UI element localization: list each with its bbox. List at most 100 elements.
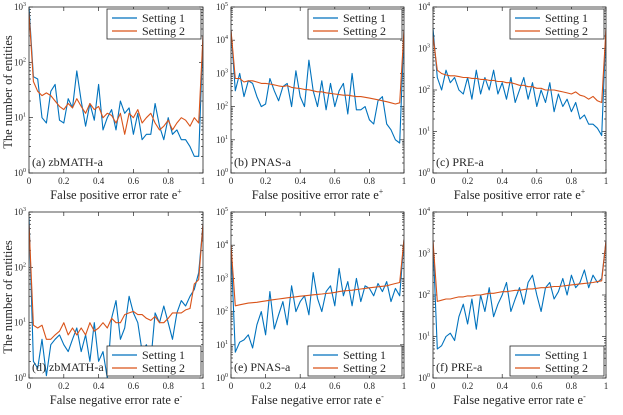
x-tick-label: 0	[431, 176, 436, 186]
y-tick-exponent: 5	[225, 207, 228, 213]
y-tick-base: 10	[216, 307, 226, 317]
x-tick-label: 0	[229, 381, 234, 391]
y-tick-exponent: 0	[23, 373, 26, 379]
y-tick-exponent: 0	[427, 168, 430, 174]
y-tick-base: 10	[418, 373, 428, 383]
x-tick-label: 0.8	[364, 381, 376, 391]
x-tick-label: 1	[402, 381, 407, 391]
y-tick-label: 100	[418, 168, 430, 178]
y-tick-exponent: 0	[23, 168, 26, 174]
y-tick-base: 10	[418, 2, 428, 12]
y-tick-base: 10	[216, 2, 226, 12]
x-tick-label: 0.8	[566, 176, 578, 186]
y-tick-base: 10	[14, 2, 24, 12]
x-tick-label: 0.8	[163, 176, 175, 186]
y-tick-label: 103	[216, 273, 228, 283]
y-tick-base: 10	[216, 240, 226, 250]
y-tick-exponent: 0	[225, 168, 228, 174]
legend-entry: Setting 1	[343, 11, 386, 25]
y-tick-base: 10	[418, 249, 428, 259]
x-tick-label: 1	[402, 176, 407, 186]
y-tick-label: 101	[14, 113, 26, 123]
series-line-2	[231, 30, 404, 105]
y-tick-base: 10	[418, 168, 428, 178]
y-tick-label: 101	[216, 135, 228, 145]
panel-label: (e) PNAS-a	[234, 360, 291, 374]
y-tick-base: 10	[418, 290, 428, 300]
y-tick-base: 10	[14, 168, 24, 178]
y-tick-exponent: 1	[225, 135, 228, 141]
x-axis-label-text: False positive error rate e	[252, 188, 379, 202]
legend-box	[106, 345, 202, 377]
y-tick-label: 101	[14, 318, 26, 328]
legend-entry: Setting 1	[142, 11, 185, 25]
x-axis-label-superscript: +	[379, 187, 384, 196]
legend-entry: Setting 2	[343, 361, 386, 375]
x-tick-label: 0.6	[531, 176, 543, 186]
axes-frame	[28, 6, 204, 174]
x-axis-label-text: False positive error rate e	[454, 188, 581, 202]
x-tick-label: 0.2	[260, 176, 271, 186]
x-tick-label: 0.2	[58, 176, 69, 186]
y-tick-exponent: 1	[427, 127, 430, 133]
axes-frame	[230, 211, 405, 379]
y-tick-base: 10	[216, 135, 226, 145]
y-tick-label: 102	[216, 307, 228, 317]
x-tick-label: 0	[27, 176, 32, 186]
y-axis-label-top: The number of entities	[1, 35, 15, 149]
y-tick-label: 105	[216, 207, 228, 217]
x-tick-label: 1	[604, 381, 609, 391]
y-tick-base: 10	[14, 373, 24, 383]
x-axis-label: False positive error rate e+	[50, 187, 182, 202]
y-tick-exponent: 4	[427, 2, 430, 8]
y-tick-label: 102	[14, 57, 26, 67]
y-tick-exponent: 3	[23, 207, 26, 213]
y-tick-label: 103	[14, 2, 26, 12]
series-line-2	[433, 240, 606, 302]
y-tick-exponent: 4	[225, 240, 228, 246]
y-tick-exponent: 5	[225, 2, 228, 8]
y-tick-label: 104	[216, 35, 228, 45]
y-tick-label: 104	[216, 240, 228, 250]
y-axis-label-bottom: The number of entities	[1, 240, 15, 354]
y-tick-base: 10	[418, 332, 428, 342]
legend-entry: Setting 1	[545, 348, 588, 362]
x-axis-label: False negative error rate e-	[251, 392, 384, 407]
y-tick-label: 103	[418, 249, 430, 259]
x-tick-label: 0.4	[497, 381, 509, 391]
y-tick-label: 102	[418, 85, 430, 95]
y-tick-base: 10	[418, 207, 428, 217]
x-tick-label: 0.8	[566, 381, 578, 391]
y-tick-exponent: 3	[427, 44, 430, 50]
y-tick-base: 10	[14, 207, 24, 217]
legend-box	[509, 8, 605, 40]
legend-entry: Setting 2	[343, 24, 386, 38]
y-tick-exponent: 3	[225, 273, 228, 279]
panel-label: (f) PRE-a	[436, 360, 483, 374]
x-tick-label: 0.6	[329, 176, 341, 186]
axes-frame	[432, 6, 607, 174]
x-axis-label-text: False positive error rate e	[50, 188, 177, 202]
x-axis-label-superscript: +	[581, 187, 586, 196]
panel-label: (b) PNAS-a	[234, 155, 292, 169]
x-tick-label: 0.4	[295, 381, 307, 391]
y-tick-label: 103	[14, 207, 26, 217]
x-axis-label-superscript: -	[583, 392, 586, 401]
x-tick-label: 0.2	[260, 381, 271, 391]
legend-box	[509, 345, 605, 377]
x-tick-label: 0.6	[128, 176, 140, 186]
y-tick-exponent: 1	[23, 113, 26, 119]
x-tick-label: 0.2	[462, 381, 473, 391]
x-axis-label: False negative error rate e-	[453, 392, 586, 407]
y-tick-exponent: 0	[427, 373, 430, 379]
x-tick-label: 0.6	[531, 381, 543, 391]
x-axis-label: False positive error rate e+	[454, 187, 586, 202]
y-tick-base: 10	[14, 318, 24, 328]
y-tick-base: 10	[216, 273, 226, 283]
y-tick-label: 101	[418, 127, 430, 137]
